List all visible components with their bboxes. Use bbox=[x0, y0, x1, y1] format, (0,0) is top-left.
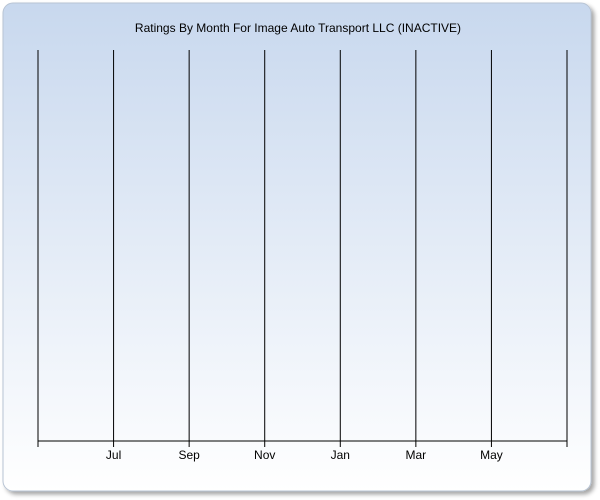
x-tick-label: Nov bbox=[254, 448, 275, 462]
chart-title: Ratings By Month For Image Auto Transpor… bbox=[135, 21, 461, 35]
x-tick-label: Sep bbox=[178, 448, 200, 462]
x-tick-label: Jul bbox=[106, 448, 121, 462]
chart-panel bbox=[2, 2, 592, 492]
x-tick-label: May bbox=[480, 448, 503, 462]
x-tick-label: Jan bbox=[331, 448, 350, 462]
x-tick-label: Mar bbox=[406, 448, 427, 462]
